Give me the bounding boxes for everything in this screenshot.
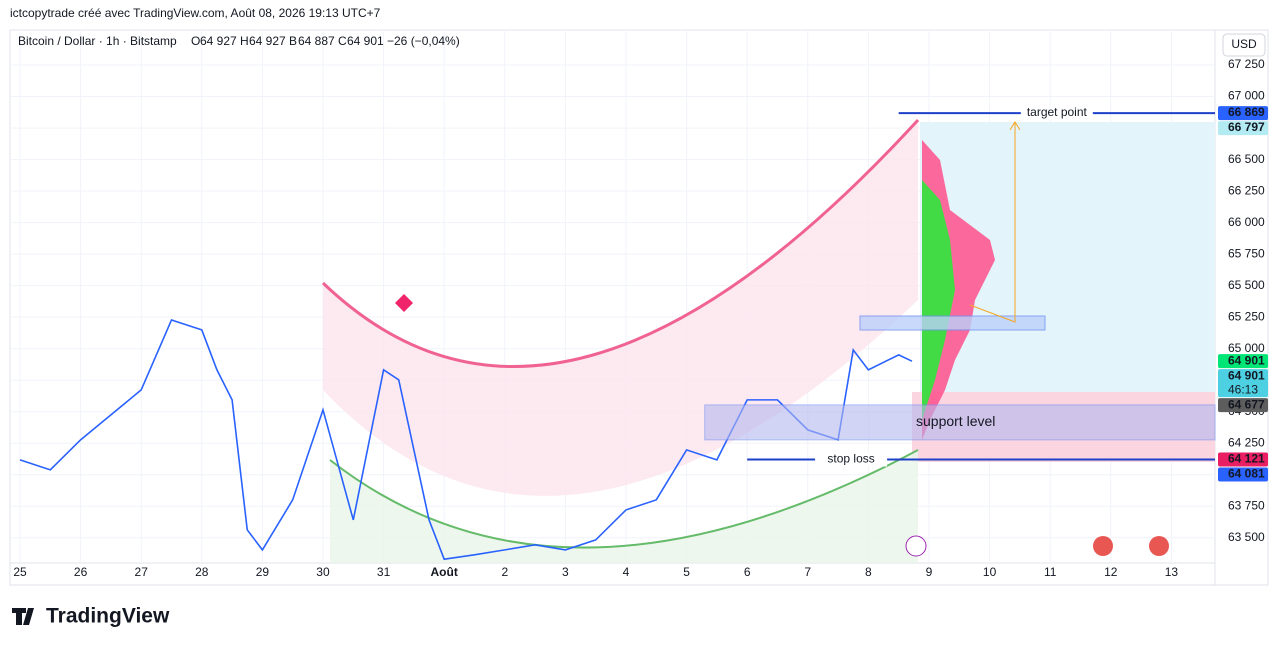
price-tag bbox=[1218, 121, 1268, 136]
ohlc: O 64 927 H 64 927 B 64 887 C 64 901 −26 (−0,04%) bbox=[191, 34, 460, 48]
price-tag bbox=[1218, 467, 1268, 482]
change: −26 (−0,04%) bbox=[387, 34, 460, 48]
logo: TradingView bbox=[46, 605, 170, 628]
y-tick-label: 63 500 bbox=[1228, 530, 1265, 544]
price-tag-label: 64 121 bbox=[1228, 452, 1265, 466]
y-tick-label: 66 250 bbox=[1228, 183, 1265, 197]
price-tag bbox=[1218, 452, 1268, 467]
chart-frame bbox=[9, 29, 1269, 586]
x-tick-label: 29 bbox=[256, 565, 270, 579]
legend-symbol: Bitcoin / Dollar · 1h · Bitstamp bbox=[18, 34, 177, 48]
y-tick-label: 64 250 bbox=[1228, 435, 1265, 449]
y-tick-label: 66 500 bbox=[1228, 152, 1265, 166]
y-tick-label: 67 000 bbox=[1228, 89, 1265, 103]
price-tag-label: 66 869 bbox=[1228, 105, 1265, 119]
x-tick-label: 8 bbox=[865, 565, 872, 579]
label-bg bbox=[1020, 106, 1093, 121]
ohlc-value: 64 927 bbox=[249, 34, 286, 48]
y-tick-label: 65 750 bbox=[1228, 246, 1265, 260]
logo-icon bbox=[12, 608, 34, 625]
curve-band bbox=[323, 120, 918, 496]
x-tick-label: 2 bbox=[501, 565, 508, 579]
signal-marker bbox=[395, 294, 413, 312]
price-tag-label: 66 797 bbox=[1228, 120, 1265, 134]
support-label: support level bbox=[916, 413, 995, 429]
price-tag bbox=[1218, 369, 1268, 398]
x-tick-label: 10 bbox=[983, 565, 997, 579]
ohlc-label: O bbox=[191, 34, 200, 48]
x-tick-label: 5 bbox=[683, 565, 690, 579]
ohlc-value: 64 901 bbox=[347, 34, 384, 48]
x-tick-label: 26 bbox=[74, 565, 88, 579]
price-tag-label: 64 901 bbox=[1228, 368, 1265, 382]
x-tick-label: 7 bbox=[804, 565, 811, 579]
x-tick-label: 25 bbox=[13, 565, 27, 579]
curve-upper bbox=[321, 118, 920, 368]
ohlc-label: H bbox=[240, 34, 249, 48]
currency: USD bbox=[1231, 37, 1257, 51]
x-tick-label: 27 bbox=[135, 565, 149, 579]
event-icon bbox=[905, 535, 927, 557]
ohlc-value: 64 887 bbox=[298, 34, 335, 48]
ohlc-value: 64 927 bbox=[200, 34, 237, 48]
price-tag-timer: 46:13 bbox=[1228, 382, 1258, 396]
event-flag bbox=[1093, 536, 1113, 556]
y-tick-label: 63 750 bbox=[1228, 498, 1265, 512]
volume-profile-buy bbox=[922, 180, 955, 420]
zone-box bbox=[859, 315, 1046, 331]
x-tick-label: 11 bbox=[1044, 565, 1057, 579]
x-tick-label: Août bbox=[431, 565, 458, 579]
currency-button[interactable] bbox=[1222, 33, 1266, 57]
support-box bbox=[704, 404, 1216, 441]
x-tick-label: 12 bbox=[1104, 565, 1118, 579]
curve-lower bbox=[329, 449, 919, 549]
ohlc-label: C bbox=[338, 34, 347, 48]
x-tick-label: 28 bbox=[195, 565, 209, 579]
projection-arrow bbox=[969, 122, 1016, 323]
x-tick-label: 13 bbox=[1165, 565, 1179, 579]
y-tick-label: 65 000 bbox=[1228, 341, 1265, 355]
x-tick-label: 4 bbox=[623, 565, 630, 579]
y-tick-label: 66 000 bbox=[1228, 215, 1265, 229]
y-tick-label: 65 500 bbox=[1228, 278, 1265, 292]
price-tag-label: 64 081 bbox=[1228, 467, 1265, 481]
price-tag-label: 64 677 bbox=[1228, 397, 1265, 411]
price-tag-label: 64 901 bbox=[1228, 353, 1265, 367]
y-tick-label: 67 250 bbox=[1228, 57, 1265, 71]
level-label: stop loss bbox=[827, 452, 874, 466]
x-tick-label: 6 bbox=[744, 565, 751, 579]
ohlc-label: B bbox=[289, 34, 297, 48]
event-flag bbox=[1149, 536, 1169, 556]
x-tick-label: 31 bbox=[377, 565, 391, 579]
price-tag bbox=[1218, 354, 1268, 369]
level-label: target point bbox=[1027, 105, 1088, 119]
y-tick-label: 65 250 bbox=[1228, 309, 1265, 323]
attribution: ictcopytrade créé avec TradingView.com, … bbox=[10, 6, 381, 20]
x-tick-label: 30 bbox=[316, 565, 330, 579]
x-tick-label: 9 bbox=[926, 565, 933, 579]
price-tag bbox=[1218, 106, 1268, 121]
price-tag bbox=[1218, 398, 1268, 413]
label-bg bbox=[815, 452, 888, 467]
x-tick-label: 3 bbox=[562, 565, 569, 579]
arrow-head bbox=[1009, 121, 1021, 131]
